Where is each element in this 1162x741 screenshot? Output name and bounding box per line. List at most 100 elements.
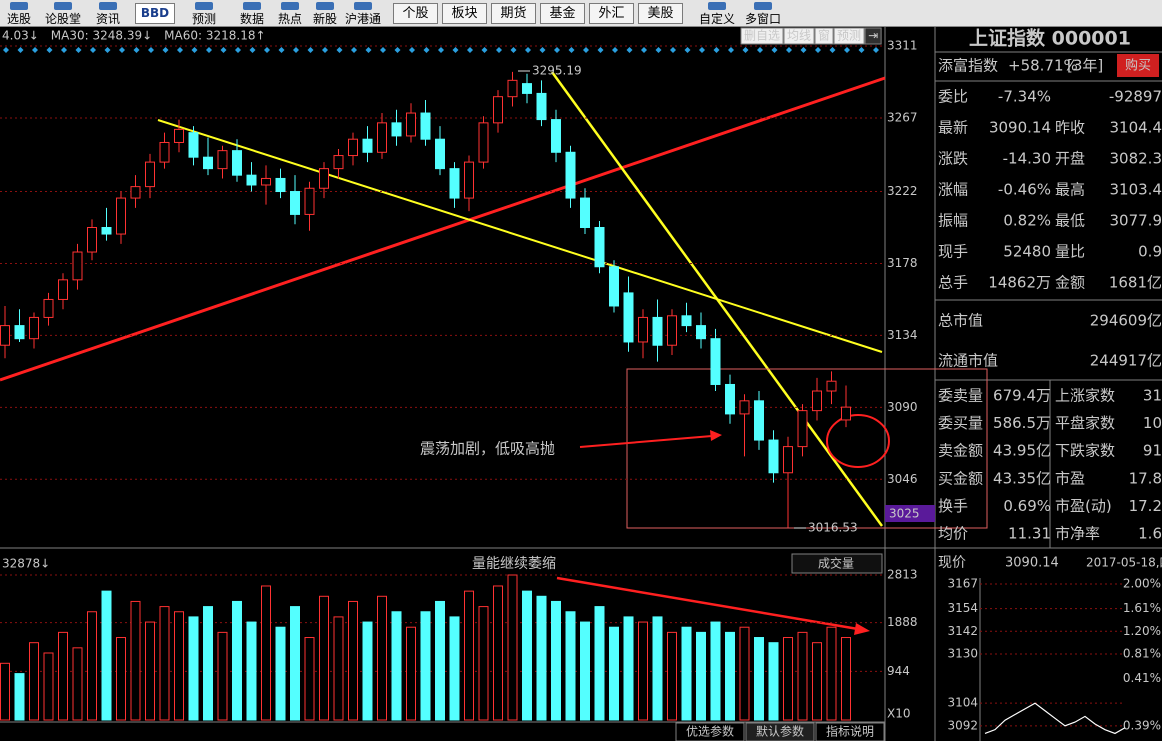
param-tab[interactable]: [675, 722, 745, 741]
candle-body: [478, 122, 489, 163]
button-label[interactable]: BBD: [140, 6, 170, 20]
button-label[interactable]: 多窗口: [744, 12, 781, 26]
quote-label: 市盈: [1055, 469, 1085, 487]
event-marker: [249, 47, 256, 53]
candle-body: [681, 315, 692, 327]
volume-bar: [159, 606, 170, 721]
param-tab-label[interactable]: 优选参数: [686, 724, 734, 739]
market-tab[interactable]: 个股: [393, 3, 438, 24]
button-label[interactable]: 数据: [239, 12, 264, 26]
volume-button-label[interactable]: 成交量: [818, 556, 854, 571]
toolbar-button[interactable]: 热点: [272, 0, 308, 26]
button-label[interactable]: 个股: [402, 6, 429, 21]
candle-body: [609, 266, 619, 307]
chart-button[interactable]: [814, 27, 834, 45]
candle-body: [217, 150, 228, 170]
chart-button-label[interactable]: 预测: [837, 29, 861, 43]
button-label[interactable]: 资讯: [95, 12, 120, 26]
buy-button[interactable]: [1117, 54, 1159, 77]
toolbar-button[interactable]: 多窗口: [740, 0, 786, 26]
button-label[interactable]: 美股: [647, 6, 674, 21]
quote-label: 均价: [938, 525, 968, 543]
quote-value: -14.30: [1003, 150, 1051, 168]
event-marker: [17, 47, 24, 53]
volume-bar: [145, 621, 155, 721]
candle-body: [232, 150, 242, 176]
chart-button[interactable]: [783, 27, 815, 45]
event-marker: [771, 47, 778, 53]
param-tab-label[interactable]: 指标说明: [826, 724, 874, 739]
quote-value: 3077.9: [1110, 212, 1162, 230]
toolbar-button[interactable]: 新股: [308, 0, 342, 26]
button-label[interactable]: 热点: [277, 12, 302, 26]
chart-button-label[interactable]: 均线: [787, 29, 811, 43]
volume-bar: [478, 606, 489, 721]
candle-body: [841, 406, 851, 421]
volume-bar: [29, 642, 39, 721]
toolbar-button[interactable]: 资讯: [88, 0, 128, 26]
y-tick-label: 3311: [887, 39, 918, 53]
icon: [10, 2, 28, 10]
volume-bar: [275, 626, 286, 721]
button-label[interactable]: 基金: [549, 6, 576, 21]
chart-button[interactable]: [833, 27, 865, 45]
button-label[interactable]: 板块: [451, 6, 478, 21]
quote-value: 43.95亿: [993, 442, 1051, 460]
event-marker: [597, 47, 604, 53]
button-label[interactable]: 自定义: [698, 12, 735, 26]
market-tab[interactable]: 期货: [491, 3, 536, 24]
toolbar-button[interactable]: 选股: [0, 0, 38, 26]
event-marker: [75, 47, 82, 53]
button-label[interactable]: 沪港通: [344, 12, 381, 26]
volume-bar: [420, 611, 431, 721]
candle-body: [493, 96, 503, 124]
volume-bar: [812, 642, 822, 721]
chart-button[interactable]: [864, 27, 882, 45]
button-label[interactable]: 论股堂: [44, 12, 81, 26]
icon: [243, 2, 261, 10]
volume-bar: [101, 590, 112, 721]
high-label: 3295.19: [532, 64, 582, 78]
intraday-line: [984, 702, 1126, 735]
toolbar-button[interactable]: 论股堂: [40, 0, 86, 26]
event-marker: [278, 47, 285, 53]
chart-button-label[interactable]: 删自选: [744, 29, 780, 43]
market-tab[interactable]: 外汇: [589, 3, 634, 24]
button-label[interactable]: 期货: [500, 6, 527, 21]
chart-button[interactable]: [740, 27, 784, 45]
quote-label: 委比: [938, 88, 968, 106]
param-tab-label[interactable]: 默认参数: [756, 724, 804, 739]
volume-bar: [739, 626, 750, 721]
event-marker: [583, 47, 589, 53]
button-label[interactable]: 外汇: [598, 6, 625, 21]
market-tab[interactable]: 美股: [638, 3, 683, 24]
toolbar-button[interactable]: 自定义: [695, 0, 739, 26]
candle-body: [783, 446, 793, 474]
buy-button-label[interactable]: 购买: [1125, 58, 1151, 74]
param-tab[interactable]: [815, 722, 885, 741]
toolbar-button[interactable]: BBD: [135, 3, 175, 24]
button-label[interactable]: 预测: [191, 12, 216, 26]
chart-button-label[interactable]: 窗: [818, 29, 830, 43]
toolbar-button[interactable]: 预测: [183, 0, 225, 26]
quote-value: 91: [1143, 442, 1162, 460]
chart-button-label[interactable]: ⇥: [868, 29, 878, 43]
candle-body: [464, 161, 474, 199]
quote-value: -0.46%: [998, 181, 1051, 199]
market-tab[interactable]: 板块: [442, 3, 487, 24]
button-label[interactable]: 新股: [312, 12, 337, 26]
button-label[interactable]: 选股: [6, 12, 31, 26]
toolbar-button[interactable]: 沪港通: [340, 0, 386, 26]
candle-body: [14, 325, 25, 340]
volume-bar: [130, 600, 141, 721]
candle-body: [348, 138, 358, 157]
market-tab[interactable]: 基金: [540, 3, 585, 24]
toolbar-button[interactable]: 数据: [233, 0, 271, 26]
quote-value: 0.9: [1138, 243, 1162, 261]
volume-bar: [609, 626, 619, 721]
volume-button[interactable]: [791, 553, 883, 574]
trend-line: [0, 76, 886, 382]
icon: [99, 2, 117, 10]
quote-value: 14862万: [988, 274, 1051, 292]
param-tab[interactable]: [745, 722, 815, 741]
